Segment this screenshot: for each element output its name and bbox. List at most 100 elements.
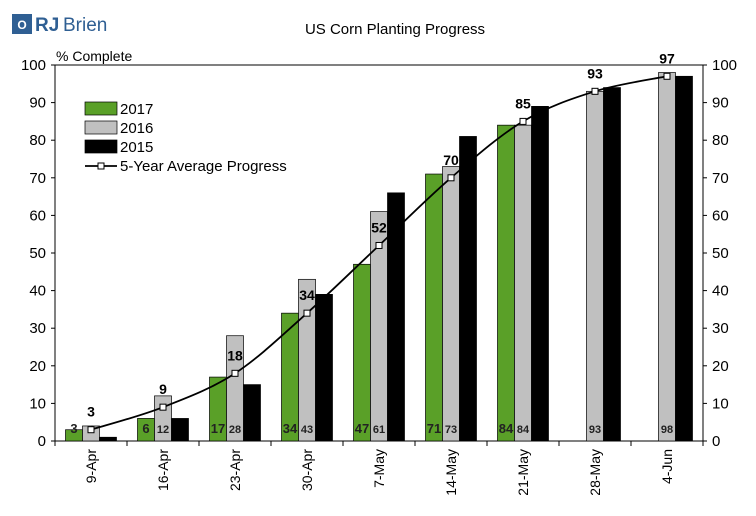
average-value-label: 9: [159, 381, 167, 397]
bar-2015: [603, 87, 621, 442]
x-tick-label: 16-Apr: [155, 449, 171, 491]
bar-2015: [531, 106, 549, 442]
bar-value-label: 93: [589, 424, 601, 436]
bar-value-label: 3: [70, 421, 77, 436]
logo-text-rj: RJ: [35, 15, 59, 36]
x-tick-label: 30-Apr: [299, 449, 315, 491]
average-marker: [375, 241, 383, 249]
bar-2016: [298, 278, 316, 442]
bar-2015: [243, 384, 261, 442]
average-marker: [447, 174, 455, 182]
bar-2016: [442, 166, 460, 442]
y-tick-label-left: 70: [29, 170, 46, 187]
average-value-label: 97: [659, 50, 675, 66]
bar-value-label: 6: [142, 421, 149, 436]
x-tick-label: 28-May: [587, 449, 603, 496]
bar-2016: [514, 124, 532, 442]
legend: 2017 2016 2015 5-Year Average Progress: [84, 101, 287, 175]
x-tick-label: 9-Apr: [83, 449, 99, 484]
x-tick-label: 23-Apr: [227, 449, 243, 491]
legend-swatch-2016: [84, 120, 118, 135]
bar-value-label: 28: [229, 424, 241, 436]
average-value-label: 93: [587, 65, 603, 81]
bar-2015: [99, 436, 117, 442]
legend-swatch-2017: [84, 101, 118, 116]
bar-value-label: 34: [283, 421, 298, 436]
y-tick-label-left: 10: [29, 395, 46, 412]
bar-value-label: 47: [355, 421, 369, 436]
legend-label: 2015: [120, 139, 153, 156]
bar-2017: [425, 173, 443, 442]
average-marker: [519, 117, 527, 125]
logo-text-brien: Brien: [63, 15, 107, 36]
y-axis-label: % Complete: [56, 48, 132, 64]
average-value-label: 70: [443, 152, 459, 168]
y-tick-label-left: 50: [29, 245, 46, 262]
brand-logo: O RJ Brien: [12, 14, 107, 36]
bar-2015: [387, 192, 405, 442]
x-tick-label: 14-May: [443, 449, 459, 496]
x-tick-label: 7-May: [371, 449, 387, 488]
bar-value-label: 84: [499, 421, 514, 436]
bar-2016: [586, 90, 604, 442]
average-value-label: 34: [299, 287, 315, 303]
average-value-label: 85: [515, 95, 531, 111]
legend-label: 2016: [120, 120, 153, 137]
bar-value-label: 84: [517, 424, 530, 436]
y-tick-label-right: 80: [712, 132, 729, 149]
bar-2015: [315, 294, 333, 442]
x-tick-label: 21-May: [515, 449, 531, 496]
bar-2015: [171, 418, 189, 442]
y-tick-label-right: 60: [712, 207, 729, 224]
y-tick-label-right: 70: [712, 170, 729, 187]
legend-swatch-2015: [84, 139, 118, 154]
bar-value-label: 98: [661, 424, 673, 436]
average-value-label: 3: [87, 404, 95, 420]
y-tick-label-right: 40: [712, 283, 729, 300]
legend-line-marker: [97, 162, 105, 170]
bar-value-label: 43: [301, 424, 313, 436]
bar-2015: [675, 75, 693, 442]
y-tick-label-right: 50: [712, 245, 729, 262]
average-marker: [591, 87, 599, 95]
y-tick-label-left: 40: [29, 283, 46, 300]
y-tick-label-right: 30: [712, 320, 729, 337]
average-marker: [231, 369, 239, 377]
bar-value-label: 73: [445, 424, 457, 436]
y-tick-label-right: 100: [712, 57, 737, 74]
bar-value-label: 71: [427, 421, 441, 436]
logo-mark-letter: O: [17, 18, 26, 32]
bar-value-label: 61: [373, 424, 385, 436]
plot-area: 0 0 10 10 20 20 30 30 40 40 50 50 60 60 70 70 80 80 90 90 10…: [21, 50, 737, 495]
y-tick-label-right: 20: [712, 358, 729, 375]
y-tick-label-left: 20: [29, 358, 46, 375]
x-tick-label: 4-Jun: [659, 449, 675, 484]
y-tick-label-left: 80: [29, 132, 46, 149]
y-tick-label-left: 0: [38, 433, 46, 450]
average-marker: [663, 72, 671, 80]
y-tick-label-right: 90: [712, 95, 729, 112]
average-marker: [159, 403, 167, 411]
y-tick-label-left: 100: [21, 57, 46, 74]
chart-title: US Corn Planting Progress: [305, 21, 485, 38]
legend-label: 5-Year Average Progress: [120, 158, 287, 175]
y-tick-label-left: 30: [29, 320, 46, 337]
bar-2015: [459, 136, 477, 442]
average-value-label: 18: [227, 347, 243, 363]
legend-label: 2017: [120, 101, 153, 118]
bar-2016: [82, 425, 100, 442]
logo-mark: [12, 14, 32, 34]
average-marker: [303, 309, 311, 317]
bar-2016: [658, 72, 676, 442]
bar-2017: [497, 124, 515, 442]
y-tick-label-left: 60: [29, 207, 46, 224]
y-tick-label-right: 0: [712, 433, 720, 450]
average-marker: [87, 426, 95, 434]
y-tick-label-right: 10: [712, 395, 729, 412]
bar-value-label: 17: [211, 421, 225, 436]
y-tick-label-left: 90: [29, 95, 46, 112]
bar-value-label: 12: [157, 424, 169, 436]
bar-2017: [353, 263, 371, 442]
average-value-label: 52: [371, 219, 387, 235]
